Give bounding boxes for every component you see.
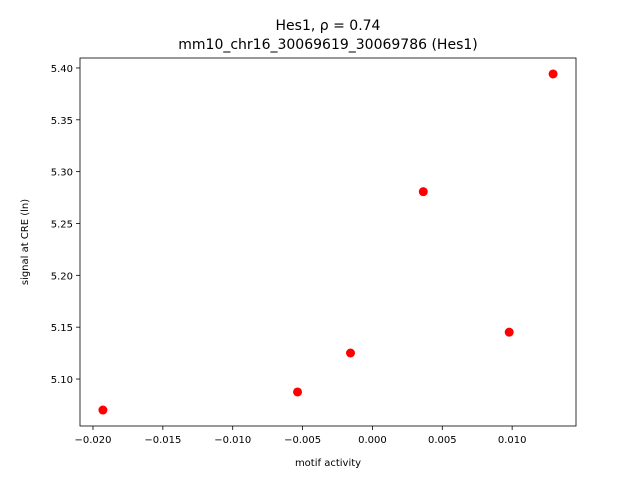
y-tick-label: 5.35 xyxy=(51,116,73,127)
point xyxy=(418,187,428,197)
y-axis-label: signal at CRE (ln) xyxy=(20,199,31,285)
y-tick-label: 5.30 xyxy=(51,168,73,179)
x-tick-label: 0.000 xyxy=(358,435,387,446)
y-tick-label: 5.10 xyxy=(51,375,73,386)
x-tick-label: −0.005 xyxy=(284,435,321,446)
point xyxy=(345,348,355,358)
chart-title: Hes1, ρ = 0.74 xyxy=(276,18,381,34)
x-tick-label: −0.010 xyxy=(214,435,251,446)
point xyxy=(504,327,514,337)
plot-frame xyxy=(79,57,577,427)
x-tick-label: 0.010 xyxy=(498,435,527,446)
y-tick-label: 5.15 xyxy=(51,323,73,334)
point xyxy=(548,69,558,79)
x-axis-label: motif activity xyxy=(295,458,361,469)
y-tick-label: 5.20 xyxy=(51,271,73,282)
point xyxy=(98,405,108,415)
x-tick-label: −0.015 xyxy=(144,435,181,446)
y-tick-label: 5.40 xyxy=(51,64,73,75)
chart-subtitle: mm10_chr16_30069619_30069786 (Hes1) xyxy=(178,37,477,53)
point xyxy=(293,387,303,397)
x-tick-label: 0.005 xyxy=(428,435,457,446)
y-tick-label: 5.25 xyxy=(51,219,73,230)
x-tick-label: −0.020 xyxy=(74,435,111,446)
